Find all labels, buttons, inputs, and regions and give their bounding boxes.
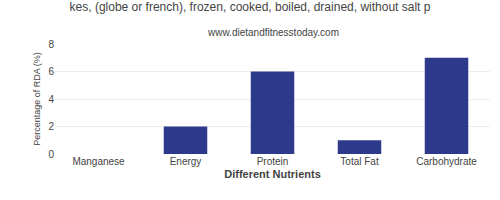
svg-text:4: 4	[48, 94, 54, 105]
svg-text:Energy: Energy	[170, 156, 202, 167]
svg-text:Protein: Protein	[257, 156, 289, 167]
svg-text:6: 6	[48, 66, 54, 77]
svg-text:kes, (globe or french), frozen: kes, (globe or french), frozen, cooked, …	[70, 0, 431, 14]
svg-text:Different Nutrients: Different Nutrients	[224, 168, 321, 180]
svg-text:2: 2	[48, 121, 54, 132]
svg-text:Manganese: Manganese	[72, 156, 125, 167]
svg-text:www.dietandfitnesstoday.com: www.dietandfitnesstoday.com	[207, 27, 339, 38]
svg-text:0: 0	[48, 149, 54, 160]
svg-text:8: 8	[48, 39, 54, 50]
svg-text:Total Fat: Total Fat	[340, 156, 379, 167]
svg-text:Carbohydrate: Carbohydrate	[416, 156, 477, 167]
svg-text:Percentage of RDA (%): Percentage of RDA (%)	[32, 52, 42, 146]
